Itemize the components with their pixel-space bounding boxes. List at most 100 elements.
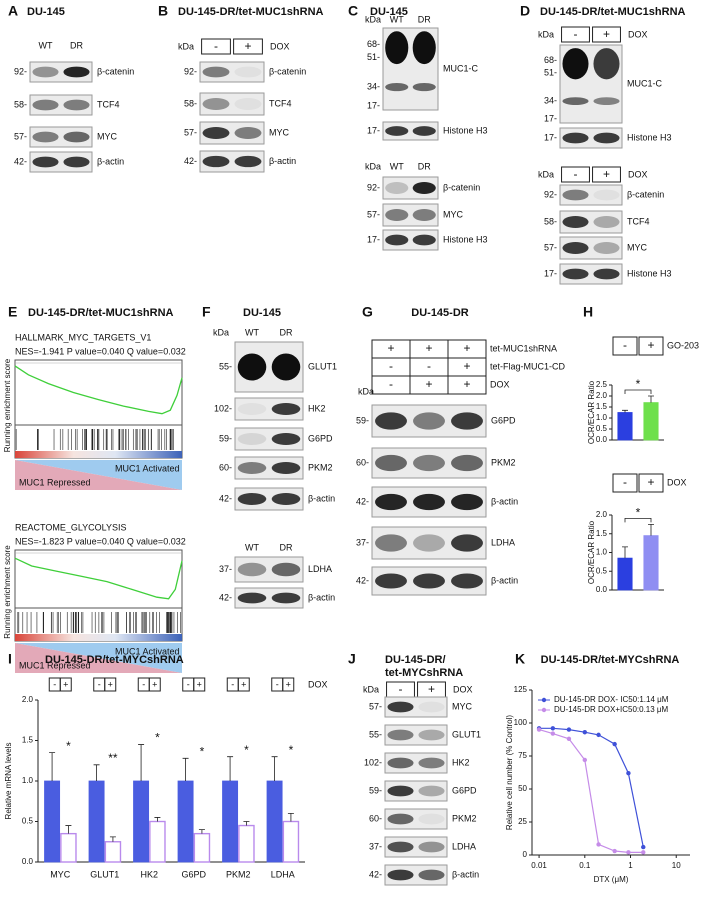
condition-cell	[447, 375, 487, 395]
lane-label: DR	[280, 542, 293, 552]
protein-label: Histone H3	[443, 234, 488, 244]
kda-marker: 17-	[367, 100, 380, 110]
kda-marker: 57-	[184, 127, 197, 137]
error-bar	[622, 546, 628, 559]
lane-label: DR	[418, 161, 431, 171]
bar	[222, 780, 239, 863]
repressed-label: MUC1 Repressed	[19, 477, 91, 487]
kda-marker: 37-	[369, 841, 382, 851]
y-axis-label: OCR/ECAR Ratio	[587, 520, 596, 584]
protein-label: MYC	[443, 209, 464, 219]
repressed-label: MUC1 Repressed	[19, 660, 91, 670]
band	[202, 66, 230, 78]
toggle-sign: +	[647, 475, 654, 489]
band	[562, 189, 589, 201]
lane-label: +	[603, 167, 610, 181]
band	[375, 573, 407, 589]
panel-letter: A	[8, 3, 18, 19]
x-tick-label: 0.1	[579, 861, 591, 870]
kda-marker: 58-	[184, 98, 197, 108]
toggle-cell	[638, 473, 664, 493]
protein-label: β-actin	[308, 592, 335, 602]
kda-marker: 59-	[369, 785, 382, 795]
kda-marker: 55-	[369, 729, 382, 739]
error-bar	[138, 744, 145, 781]
lane-toggle	[561, 166, 590, 183]
kda-marker: 59-	[356, 415, 369, 425]
toggle-sign: -	[623, 475, 627, 489]
kda-header: kDa	[538, 29, 554, 39]
treatment-label: DOX	[628, 29, 648, 39]
y-axis-label: OCR/ECAR Ratio	[587, 380, 596, 444]
error-bar	[154, 817, 161, 822]
rank-stripe	[15, 451, 182, 458]
significance: *	[244, 743, 249, 757]
x-tick-label: HK2	[140, 869, 158, 879]
band	[413, 412, 445, 430]
lane-label: -	[574, 27, 578, 41]
toggle-cell	[193, 677, 206, 692]
y-axis-label: Running enrichment score	[3, 358, 12, 452]
panel-letter: J	[348, 651, 356, 667]
protein-label: β-catenin	[627, 189, 664, 199]
series-line	[538, 729, 644, 853]
panel-letter: D	[520, 3, 530, 19]
kda-marker: 92-	[367, 182, 380, 192]
x-tick-label: 10	[672, 861, 681, 870]
legend-label: DU-145-DR DOX+IC50:0.13 μM	[554, 705, 669, 714]
band	[413, 454, 445, 472]
condition-sign: +	[425, 377, 432, 391]
kda-marker: 17-	[544, 268, 557, 278]
condition-sign: -	[389, 377, 393, 391]
band	[63, 66, 90, 78]
error-bar	[198, 829, 205, 834]
x-tick-label: MYC	[50, 869, 71, 879]
panel-letter: I	[8, 651, 12, 667]
band	[237, 462, 267, 474]
kda-marker: 42-	[219, 493, 232, 503]
kda-marker: 37-	[356, 537, 369, 547]
toggle-sign: -	[623, 338, 627, 352]
toggle-sign: -	[187, 679, 190, 689]
y-tick-label: 0.5	[596, 566, 608, 575]
kda-marker: 51-	[544, 67, 557, 77]
band	[387, 785, 414, 797]
band	[387, 729, 414, 741]
chart-title: DU-145-DR/tet-MYCshRNA	[45, 654, 184, 666]
point	[582, 730, 588, 735]
kda-marker: 92-	[184, 66, 197, 76]
panel-letter: G	[362, 304, 373, 320]
band	[562, 268, 589, 280]
y-tick-label: 1.5	[596, 529, 608, 538]
band	[202, 127, 230, 139]
band	[375, 493, 407, 511]
bar	[643, 535, 659, 591]
band	[562, 48, 589, 80]
treatment-label: DOX	[453, 684, 473, 694]
point	[641, 844, 646, 850]
protein-label: LDHA	[452, 841, 476, 851]
kda-marker: 59-	[219, 433, 232, 443]
lane-toggle	[201, 38, 231, 55]
band	[237, 562, 267, 577]
kda-marker: 42-	[356, 575, 369, 585]
y-tick-label: 0.5	[22, 817, 34, 826]
lane-toggle	[592, 26, 621, 43]
error-bar	[243, 821, 250, 826]
protein-label: HK2	[452, 757, 470, 767]
protein-label: PKM2	[308, 462, 333, 472]
condition-label: DOX	[490, 379, 510, 389]
kda-marker: 57-	[369, 701, 382, 711]
y-tick-label: 2.5	[596, 380, 608, 389]
kda-marker: 17-	[544, 113, 557, 123]
toggle-cell	[148, 677, 161, 692]
error-bar	[622, 409, 628, 413]
protein-label: β-actin	[308, 493, 335, 503]
band	[412, 31, 436, 65]
point	[596, 732, 601, 738]
band	[412, 126, 436, 136]
band	[418, 841, 445, 853]
error-bar	[648, 395, 654, 403]
